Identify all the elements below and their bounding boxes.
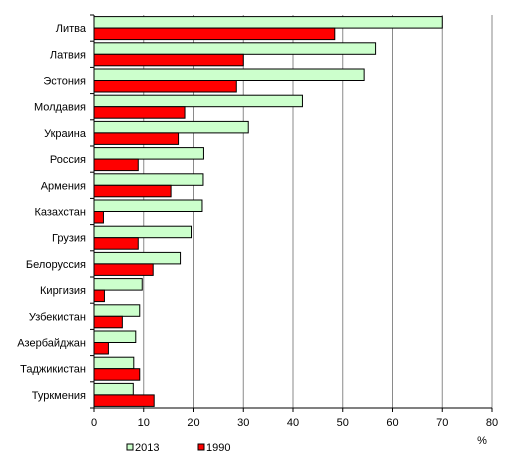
category-label: Туркмения	[32, 390, 86, 402]
bar-1990	[93, 315, 123, 329]
x-axis-unit-label: %	[477, 435, 487, 447]
category-label: Латвия	[50, 49, 86, 61]
bar-1990	[93, 342, 109, 355]
x-tick-label: 30	[237, 417, 249, 429]
category-label: Грузия	[52, 233, 86, 245]
bar-2013	[93, 330, 137, 343]
bar-1990	[93, 132, 180, 145]
bar-1990	[93, 158, 139, 172]
bar-2013	[93, 225, 193, 239]
bar-2013	[93, 251, 182, 265]
legend-label-2013: 2013	[135, 442, 159, 454]
bar-2013	[93, 94, 303, 108]
bar-1990	[93, 53, 244, 67]
legend-swatch-2013	[126, 443, 134, 451]
bar-1990	[93, 368, 141, 381]
bar-1990	[93, 106, 186, 119]
category-label: Молдавия	[34, 102, 86, 114]
bar-1990	[93, 27, 336, 41]
x-tick-label: 0	[91, 417, 97, 429]
bar-1990	[93, 263, 154, 276]
bar-1990	[93, 184, 172, 198]
category-label: Киргизия	[40, 285, 86, 297]
bar-1990	[93, 237, 139, 250]
legend: 2013 1990	[126, 442, 230, 454]
labels: Литва Латвия Эстония Молдавия Украина Россия А…	[17, 23, 498, 447]
category-label: Армения	[41, 180, 86, 192]
bar-2013	[93, 304, 141, 317]
x-tick-label: 80	[486, 417, 498, 429]
x-tick-label: 60	[386, 417, 398, 429]
x-tick-label: 40	[287, 417, 299, 429]
x-tick-label: 10	[138, 417, 150, 429]
category-label: Казахстан	[34, 207, 86, 219]
x-tick-label: 50	[337, 417, 349, 429]
bars	[93, 16, 443, 407]
category-label: Эстония	[43, 76, 86, 88]
bar-2013	[93, 16, 443, 29]
bar-1990	[93, 289, 105, 303]
bar-2013	[93, 382, 134, 396]
x-tick-label: 20	[187, 417, 199, 429]
bar-2013	[93, 42, 377, 55]
bar-2013	[93, 147, 204, 160]
bar-1990	[93, 394, 155, 407]
axes	[90, 14, 493, 412]
legend-swatch-1990	[197, 443, 205, 451]
category-label: Азербайджан	[17, 338, 86, 350]
bar-2013	[93, 199, 203, 212]
bar-2013	[93, 173, 204, 186]
category-label: Белоруссия	[26, 259, 86, 271]
bar-2013	[93, 68, 365, 81]
legend-label-1990: 1990	[206, 442, 230, 454]
category-label: Украина	[44, 128, 87, 140]
bar-2013	[93, 278, 143, 291]
bar-1990	[93, 211, 104, 224]
category-label: Таджикистан	[20, 364, 86, 376]
category-label: Литва	[56, 23, 87, 35]
bar-2013	[93, 356, 135, 370]
category-label: Узбекистан	[29, 311, 86, 323]
bar-2013	[93, 120, 249, 134]
bar-1990	[93, 80, 237, 93]
category-label: Россия	[50, 154, 86, 166]
x-tick-label: 70	[436, 417, 448, 429]
